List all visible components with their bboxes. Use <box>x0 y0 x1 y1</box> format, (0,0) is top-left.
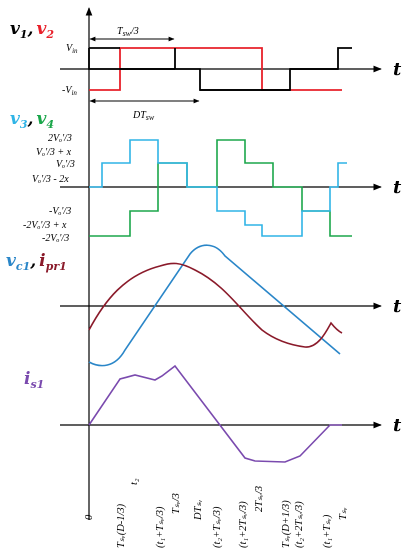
v3-v4-label: v3, v4 <box>10 109 54 131</box>
vlevel-vo3: Vₒ'/3 <box>56 159 75 170</box>
vc1-ipr1-label: vc1, ipr1 <box>6 251 67 273</box>
v2-waveform <box>89 47 342 91</box>
tick-label: 2Tₛᵥ/3 <box>254 486 265 512</box>
tick-label: (t₁+Tₛᵥ/3) <box>155 506 166 548</box>
vlevel-vo3-plus-x: Vₒ'/3 + x <box>36 147 72 158</box>
vlevel-minus-2vo3-plus-x: -2Vₒ'/3 + x <box>23 220 67 231</box>
tick-label: Tₛᵥ/3 <box>171 493 182 514</box>
tick-label: (t₂+2Tₛᵥ/3) <box>294 501 305 548</box>
vlevel-minus-2vo3: -2Vₒ'/3 <box>42 233 69 244</box>
vin-label: Vin <box>66 43 78 55</box>
dtsw-label: DTsw <box>132 110 155 122</box>
t-label-3: t <box>393 296 402 317</box>
tick-label: 0 <box>84 514 95 520</box>
v3-waveform <box>89 139 347 237</box>
is1-waveform <box>88 364 342 463</box>
tick-label: (t₂+Tₛᵥ/3) <box>212 506 223 548</box>
t-label-1: t <box>393 59 402 80</box>
ipr1-waveform <box>88 262 343 348</box>
vlevel-2vo3: 2Vₒ'/3 <box>48 133 72 144</box>
tick-label: Tₛᵥ(D+1/3) <box>281 500 292 548</box>
v1-v2-label: v1, v2 <box>10 19 54 41</box>
tick-label: t₂ <box>129 478 140 485</box>
t-label-4: t <box>393 415 402 436</box>
vlevel-vo3-minus-2x: Vₒ'/3 - 2x <box>32 174 69 185</box>
tick-label: Tₛᵥ <box>338 507 349 520</box>
time-tick-labels: 0 Tₛᵥ(D-1/3) t₂ (t₁+Tₛᵥ/3) Tₛᵥ/3 DTₛᵥ (t₂+Tₛᵥ/… <box>84 478 349 548</box>
minus-vin-label: -Vin <box>62 85 77 97</box>
t-label-2: t <box>393 177 402 198</box>
tick-label: (t₁+2Tₛᵥ/3) <box>238 501 249 548</box>
vlevel-minus-vo3: -Vₒ'/3 <box>49 206 71 217</box>
tick-label: Tₛᵥ(D-1/3) <box>116 503 127 548</box>
v4-waveform <box>89 139 352 237</box>
is1-label: is1 <box>24 369 44 391</box>
tsw3-label: Tsw/3 <box>117 26 139 38</box>
tick-label: DTₛᵥ <box>193 500 204 521</box>
vc1-waveform <box>88 244 341 367</box>
tick-label: (t₁+Tₛᵥ) <box>322 514 333 548</box>
